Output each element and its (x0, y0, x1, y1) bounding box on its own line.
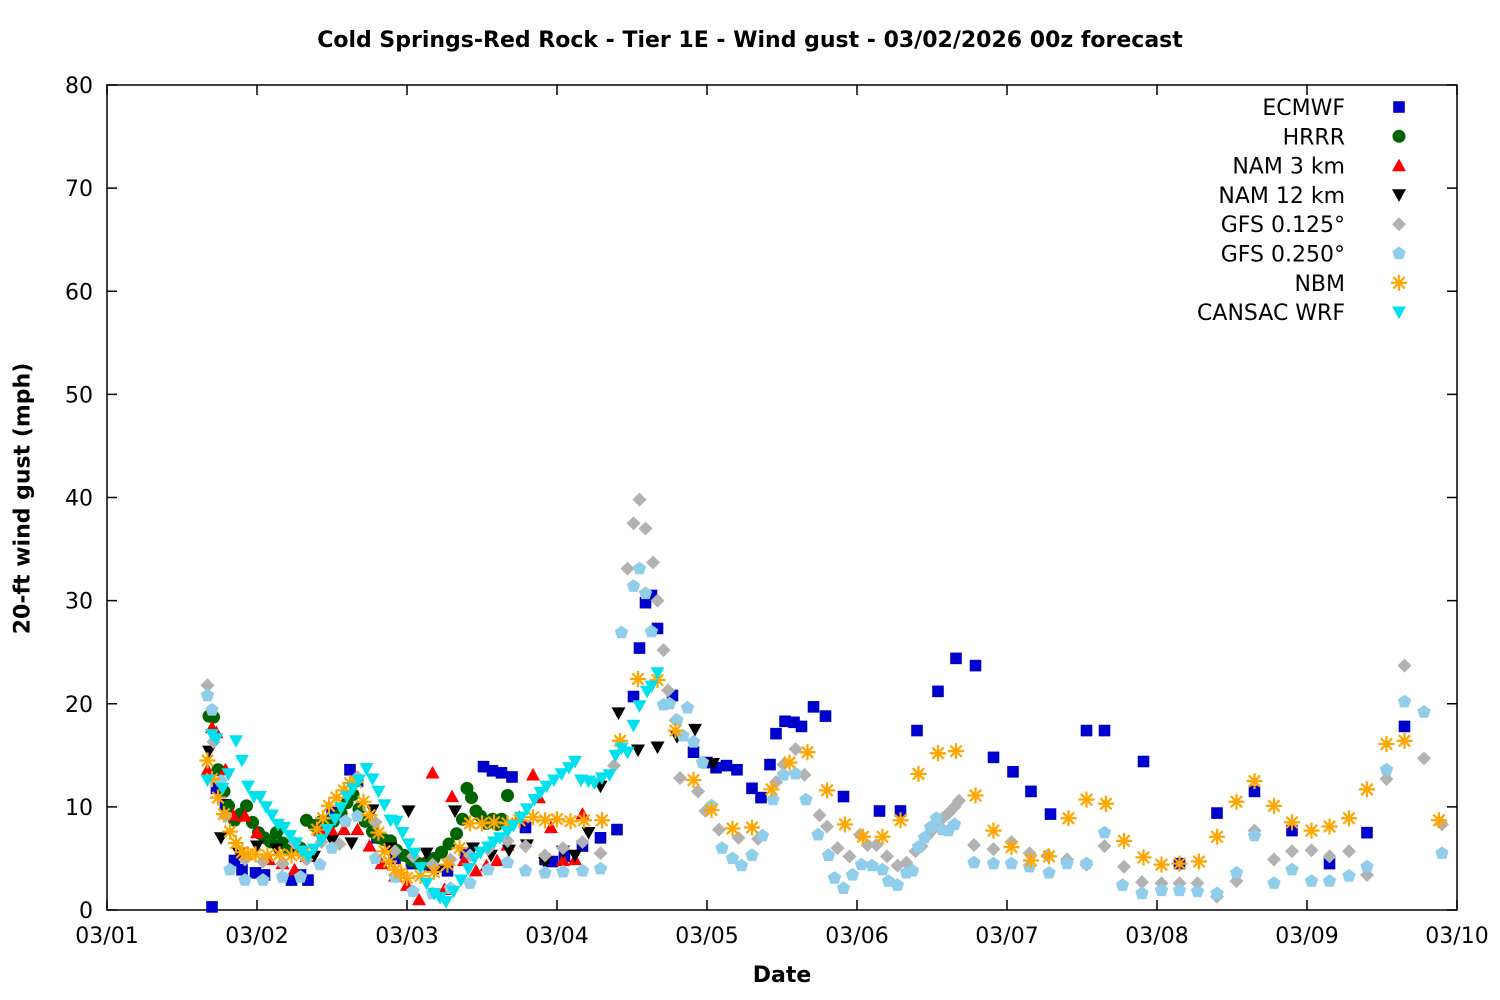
x-tick-label: 03/09 (1275, 924, 1338, 949)
x-tick-label: 03/02 (225, 924, 288, 949)
legend-label: ECMWF (1262, 96, 1345, 121)
x-tick-label: 03/04 (525, 924, 588, 949)
x-tick-label: 03/06 (825, 924, 888, 949)
legend-item-nam-12-km: NAM 12 km (1218, 184, 1406, 209)
legend: ECMWF HRRR NAM 3 km NAM 12 km GFS 0.125° GFS … (1197, 96, 1408, 326)
y-axis-label: 20-ft wind gust (mph) (10, 362, 36, 635)
legend-label: CANSAC WRF (1197, 301, 1345, 326)
legend-label: GFS 0.125° (1221, 213, 1345, 238)
series-cansac-wrf (200, 667, 665, 909)
legend-label: GFS 0.250° (1221, 243, 1345, 268)
legend-label: NBM (1294, 272, 1345, 297)
x-tick-label: 03/07 (975, 924, 1038, 949)
x-tick-label: 03/03 (375, 924, 438, 949)
y-tick-label: 40 (65, 487, 93, 512)
x-tick-label: 03/08 (1125, 924, 1188, 949)
legend-label: NAM 3 km (1232, 155, 1345, 180)
y-tick-label: 70 (65, 177, 93, 202)
x-tick-label: 03/10 (1425, 924, 1488, 949)
legend-item-nam-3-km: NAM 3 km (1232, 155, 1406, 180)
x-tick-label: 03/05 (675, 924, 738, 949)
x-tick-label: 03/01 (75, 924, 138, 949)
y-tick-label: 10 (65, 796, 93, 821)
legend-label: NAM 12 km (1218, 184, 1345, 209)
legend-item-gfs-0-250-: GFS 0.250° (1221, 243, 1406, 268)
legend-label: HRRR (1283, 125, 1345, 150)
chart-title: Cold Springs-Red Rock - Tier 1E - Wind g… (317, 28, 1183, 53)
y-tick-label: 80 (65, 74, 93, 99)
y-tick-label: 20 (65, 693, 93, 718)
y-tick-label: 50 (65, 383, 93, 408)
legend-item-cansac-wrf: CANSAC WRF (1197, 301, 1406, 326)
y-tick-label: 30 (65, 590, 93, 615)
legend-item-gfs-0-125-: GFS 0.125° (1221, 213, 1406, 238)
legend-item-nbm: NBM (1294, 272, 1408, 297)
y-tick-label: 0 (79, 899, 93, 924)
legend-item-hrrr: HRRR (1283, 125, 1406, 150)
y-tick-label: 60 (65, 280, 93, 305)
x-axis-label: Date (752, 963, 812, 988)
legend-item-ecmwf: ECMWF (1262, 96, 1405, 121)
